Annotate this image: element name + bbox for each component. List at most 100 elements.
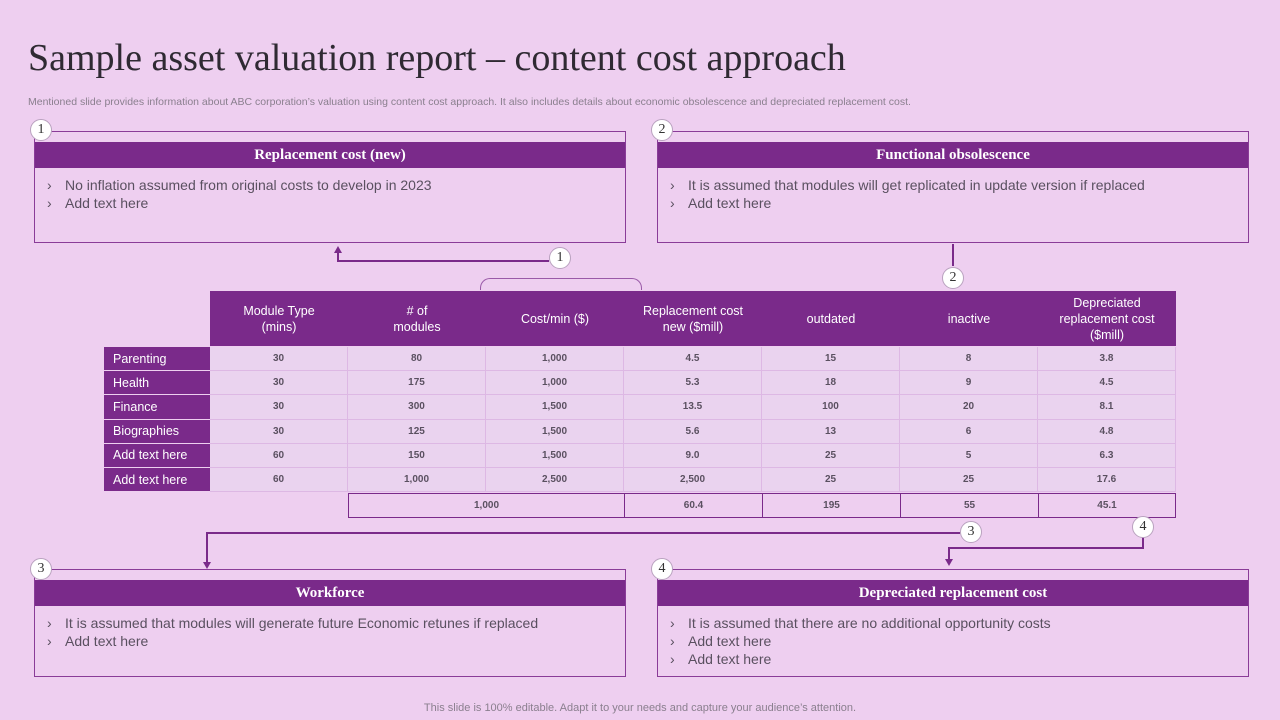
box-badge-1: 1 [30, 119, 52, 141]
column-header: inactive [947, 311, 991, 326]
row-label: Biographies [104, 419, 210, 444]
column-header: Cost/min ($) [520, 311, 590, 326]
table-cell: 13 [762, 419, 900, 444]
row-label: Health [104, 371, 210, 396]
workforce-list: It is assumed that modules will generate… [47, 614, 615, 650]
connector-line [206, 532, 208, 562]
replacement-cost-box: Replacement cost (new) No inflation assu… [34, 131, 626, 243]
table-cell: 20 [900, 395, 1038, 420]
depreciated-replacement-heading: Depreciated replacement cost [658, 580, 1248, 606]
table-cell: 1,000 [348, 467, 486, 493]
connector-line [206, 532, 960, 534]
list-item: It is assumed that modules will get repl… [670, 176, 1238, 194]
column-header: Module Type (mins) [243, 303, 315, 334]
connector-badge-3: 3 [960, 521, 982, 543]
table-cell: 300 [348, 395, 486, 420]
connector-line [337, 252, 339, 262]
list-item: It is assumed that there are no addition… [670, 614, 1238, 632]
table-cell: 15 [762, 347, 900, 372]
workforce-box: Workforce It is assumed that modules wil… [34, 569, 626, 677]
connector-badge-2: 2 [942, 267, 964, 289]
slide-footer: This slide is 100% editable. Adapt it to… [423, 702, 857, 714]
list-item: Add text here [670, 650, 1238, 668]
list-item: Add text here [670, 632, 1238, 650]
table-cell: 5 [900, 443, 1038, 468]
table-cell: 175 [348, 371, 486, 396]
table-cell: 100 [762, 395, 900, 420]
table-body: 30 80 1,000 4.5 15 8 3.8 30 175 1,000 5.… [210, 347, 1176, 493]
depreciated-replacement-box: Depreciated replacement cost It is assum… [657, 569, 1249, 677]
table-cell: 4.5 [624, 347, 762, 372]
list-item: Add text here [47, 632, 615, 650]
connector-line [337, 260, 549, 262]
table-row: 60 1,000 2,500 2,500 25 25 17.6 [210, 467, 1176, 493]
list-item: It is assumed that modules will generate… [47, 614, 615, 632]
functional-obsolescence-box: Functional obsolescence It is assumed th… [657, 131, 1249, 243]
table-row: 30 300 1,500 13.5 100 20 8.1 [210, 395, 1176, 420]
total-depreciated: 45.1 [1039, 494, 1175, 517]
table-cell: 8 [900, 347, 1038, 372]
table-cell: 25 [762, 467, 900, 493]
table-row: 30 175 1,000 5.3 18 9 4.5 [210, 371, 1176, 396]
table-cell: 2,500 [486, 467, 624, 493]
table-cell: 25 [762, 443, 900, 468]
slide-title: Sample asset valuation report – content … [28, 37, 846, 79]
total-outdated: 195 [763, 494, 901, 517]
table-cell: 80 [348, 347, 486, 372]
table-cell: 3.8 [1038, 347, 1176, 372]
table-cell: 30 [210, 395, 348, 420]
table-cell: 17.6 [1038, 467, 1176, 493]
table-cell: 1,500 [486, 443, 624, 468]
table-cell: 150 [348, 443, 486, 468]
table-cell: 1,500 [486, 395, 624, 420]
table-cell: 30 [210, 371, 348, 396]
connector-badge-4: 4 [1132, 516, 1154, 538]
table-brace [480, 278, 642, 290]
connector-line [1142, 537, 1144, 549]
table-cell: 30 [210, 347, 348, 372]
table-cell: 5.6 [624, 419, 762, 444]
table-cell: 60 [210, 443, 348, 468]
replacement-cost-list: No inflation assumed from original costs… [47, 176, 615, 212]
row-label: Parenting [104, 347, 210, 372]
table-row: 30 80 1,000 4.5 15 8 3.8 [210, 347, 1176, 372]
table-cell: 9 [900, 371, 1038, 396]
column-header: outdated [806, 311, 856, 326]
list-item: Add text here [670, 194, 1238, 212]
box-badge-3: 3 [30, 558, 52, 580]
total-replacement-cost: 60.4 [625, 494, 763, 517]
total-modules: 1,000 [349, 494, 625, 517]
table-cell: 18 [762, 371, 900, 396]
table-cell: 25 [900, 467, 1038, 493]
list-item: No inflation assumed from original costs… [47, 176, 615, 194]
column-header: # of modules [393, 303, 441, 334]
depreciated-replacement-list: It is assumed that there are no addition… [670, 614, 1238, 668]
column-header: Replacement cost new ($mill) [642, 303, 744, 334]
table-cell: 2,500 [624, 467, 762, 493]
connector-badge-1: 1 [549, 247, 571, 269]
connector-line [948, 547, 950, 559]
table-cell: 9.0 [624, 443, 762, 468]
table-cell: 4.8 [1038, 419, 1176, 444]
column-header: Depreciated replacement cost ($mill) [1059, 295, 1155, 342]
arrow-down-icon [945, 559, 953, 566]
table-cell: 125 [348, 419, 486, 444]
row-label: Add text here [104, 467, 210, 493]
table-cell: 1,000 [486, 347, 624, 372]
box-badge-2: 2 [651, 119, 673, 141]
totals-row: 1,000 60.4 195 55 45.1 [348, 493, 1176, 518]
table-cell: 1,000 [486, 371, 624, 396]
table-row: 30 125 1,500 5.6 13 6 4.8 [210, 419, 1176, 444]
slide-subtitle: Mentioned slide provides information abo… [28, 96, 911, 108]
table-cell: 13.5 [624, 395, 762, 420]
functional-obsolescence-heading: Functional obsolescence [658, 142, 1248, 168]
table-cell: 8.1 [1038, 395, 1176, 420]
connector-line [952, 244, 954, 266]
connector-line [948, 547, 1144, 549]
table-cell: 6.3 [1038, 443, 1176, 468]
table-cell: 60 [210, 467, 348, 493]
row-labels: Parenting Health Finance Biographies Add… [104, 347, 210, 493]
workforce-heading: Workforce [35, 580, 625, 606]
table-cell: 30 [210, 419, 348, 444]
table-cell: 4.5 [1038, 371, 1176, 396]
